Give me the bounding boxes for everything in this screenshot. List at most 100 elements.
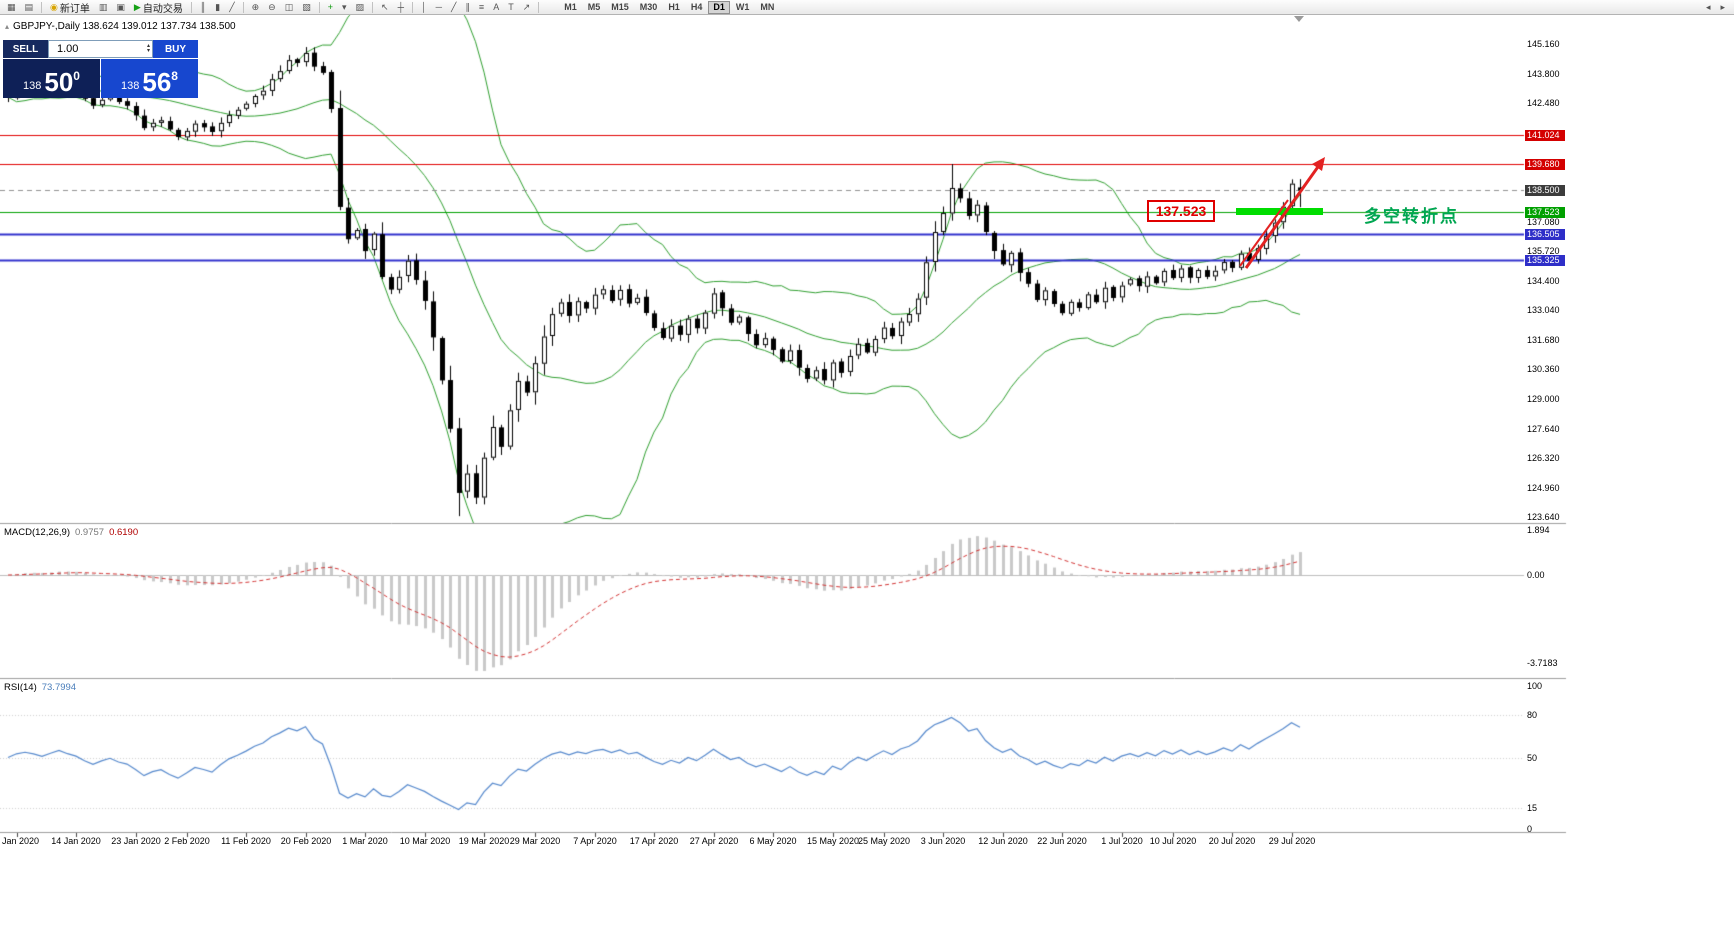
price-level-badge: 136.505 <box>1525 229 1565 240</box>
rsi-axis-label: 80 <box>1527 710 1538 720</box>
rsi-axis-label: 15 <box>1527 803 1538 813</box>
indicators-button[interactable]: + <box>324 1 337 14</box>
toolbar-separator <box>538 1 540 13</box>
trendline-button[interactable]: ╱ <box>447 1 460 14</box>
zoom-out-button[interactable]: ⊖ <box>264 1 280 14</box>
profiles-button[interactable]: ▤ <box>21 1 38 14</box>
rsi-indicator-label: RSI(14) 73.7994 <box>4 682 76 693</box>
timeframe-w1[interactable]: W1 <box>731 1 755 14</box>
timeframe-m1[interactable]: M1 <box>559 1 582 14</box>
chevron-down-icon: ▾ <box>342 1 347 12</box>
price-annotation-box[interactable]: 137.523 <box>1147 200 1215 222</box>
chart-title: ▴ GBPJPY-,Daily 138.624 139.012 137.734 1… <box>5 21 236 32</box>
ask-prefix: 138 <box>121 80 140 92</box>
trend-arrow[interactable] <box>1230 148 1350 278</box>
price-axis-label: 127.640 <box>1527 424 1560 434</box>
data-window-button[interactable]: ▣ <box>112 1 129 14</box>
arrows-button[interactable]: ↗ <box>519 1 535 14</box>
line-chart-button[interactable]: ╱ <box>225 1 238 14</box>
date-label: 10 Mar 2020 <box>399 836 451 846</box>
toolbar-extra-left-button[interactable]: ◂ <box>1702 1 1715 14</box>
profiles-icon: ▤ <box>24 1 34 12</box>
price-axis-label: 137.080 <box>1527 217 1560 227</box>
date-label: 10 Jul 2020 <box>1149 836 1197 846</box>
macd-axis-label: -3.7183 <box>1527 658 1558 668</box>
zoom-in-button[interactable]: ⊕ <box>248 1 264 14</box>
new-chart-icon: ▦ <box>7 1 16 12</box>
ask-price-tile[interactable]: 138 56 8 <box>101 59 198 98</box>
cursor-button[interactable]: ↖ <box>377 1 393 14</box>
timeframe-mn[interactable]: MN <box>755 1 779 14</box>
toolbar-separator <box>411 1 413 13</box>
candle-chart-button[interactable]: ▮ <box>211 1 224 14</box>
toolbar-separator <box>242 1 244 13</box>
new-order-button-label: 新订单 <box>59 3 90 15</box>
bid-pip-digit: 0 <box>73 69 80 83</box>
price-axis-label: 129.000 <box>1527 394 1560 404</box>
channel-icon: ∥ <box>465 1 470 12</box>
templates-button[interactable]: ▨ <box>352 1 369 14</box>
bid-price-tile[interactable]: 138 50 0 <box>3 59 100 98</box>
date-label: 20 Jul 2020 <box>1208 836 1256 846</box>
date-label: Jan 2020 <box>2 836 40 846</box>
market-watch-button[interactable]: ▥ <box>95 1 112 14</box>
trend-note-text[interactable]: 多空转折点 <box>1364 207 1459 226</box>
label-button[interactable]: T <box>504 1 518 14</box>
horizontal-line-button[interactable]: ─ <box>432 1 446 14</box>
toolbar-separator <box>372 1 374 13</box>
macd-name: MACD(12,26,9) <box>4 527 70 538</box>
volume-input[interactable]: 1.00 ▴ ▾ <box>48 40 153 58</box>
macd-axis-label: 1.894 <box>1527 525 1550 535</box>
indicators-plus-icon: + <box>327 1 333 12</box>
rsi-name: RSI(14) <box>4 682 37 693</box>
new-chart-button[interactable]: ▦ <box>3 1 20 14</box>
channel-button[interactable]: ∥ <box>461 1 474 14</box>
date-label: 22 Jun 2020 <box>1037 836 1087 846</box>
toolbar-extra-right-button-icon: ▸ <box>1720 1 1725 12</box>
timeframe-m5[interactable]: M5 <box>583 1 606 14</box>
templates-icon: ▨ <box>355 1 365 12</box>
buy-button[interactable]: BUY <box>153 40 198 58</box>
sell-button[interactable]: SELL <box>3 40 48 58</box>
timeframe-m15[interactable]: M15 <box>606 1 634 14</box>
vertical-line-button[interactable]: │ <box>417 1 431 14</box>
time-axis[interactable]: Jan 2020 14 Jan 2020 23 Jan 2020 2 Feb 2020… <box>0 836 1524 848</box>
crosshair-button[interactable]: ┼ <box>394 1 408 14</box>
autotrading-button[interactable]: ▶ 自动交易 <box>130 1 187 15</box>
collapse-icon[interactable]: ▴ <box>5 22 10 31</box>
date-label: 2 Feb 2020 <box>164 836 210 846</box>
cascade-windows-button[interactable]: ▧ <box>298 1 315 14</box>
volume-down-icon[interactable]: ▾ <box>146 48 150 54</box>
price-axis-label: 123.640 <box>1527 512 1560 522</box>
toolbar-extra-right-button[interactable]: ▸ <box>1716 1 1729 14</box>
periods-button[interactable]: ▾ <box>338 1 351 14</box>
one-click-trading-panel: SELL 1.00 ▴ ▾ BUY 138 50 0 138 56 8 <box>3 40 198 98</box>
bar-chart-button[interactable]: ║ <box>196 1 210 14</box>
vertical-line-icon: │ <box>420 1 427 12</box>
crosshair-icon: ┼ <box>397 1 404 12</box>
volume-up-icon[interactable]: ▴ <box>146 43 150 49</box>
price-axis[interactable]: 145.160 143.800 142.480 141.024 139.680 138.5… <box>1524 0 1566 940</box>
timeframe-h1[interactable]: H1 <box>663 1 685 14</box>
price-axis-label: 134.400 <box>1527 276 1560 286</box>
new-order-button[interactable]: ◉ 新订单 <box>46 1 94 15</box>
text-icon: A <box>493 1 500 12</box>
timeframe-h4[interactable]: H4 <box>686 1 708 14</box>
price-level-badge: 138.500 <box>1525 185 1565 196</box>
line-chart-icon: ╱ <box>229 1 235 12</box>
date-label: 7 Apr 2020 <box>573 836 617 846</box>
tile-windows-button[interactable]: ◫ <box>281 1 298 14</box>
fibonacci-button[interactable]: ≡ <box>475 1 488 14</box>
date-label: 1 Mar 2020 <box>342 836 388 846</box>
date-label: 14 Jan 2020 <box>51 836 101 846</box>
volume-stepper[interactable]: ▴ ▾ <box>146 43 150 54</box>
macd-main-value: 0.9757 <box>75 527 105 538</box>
arrow-icon: ↗ <box>522 1 531 12</box>
timeframe-d1[interactable]: D1 <box>708 0 730 14</box>
date-label: 23 Jan 2020 <box>111 836 161 846</box>
text-button[interactable]: A <box>489 1 503 14</box>
chart-shift-marker[interactable] <box>1294 16 1304 22</box>
timeframe-m30[interactable]: M30 <box>635 1 663 14</box>
